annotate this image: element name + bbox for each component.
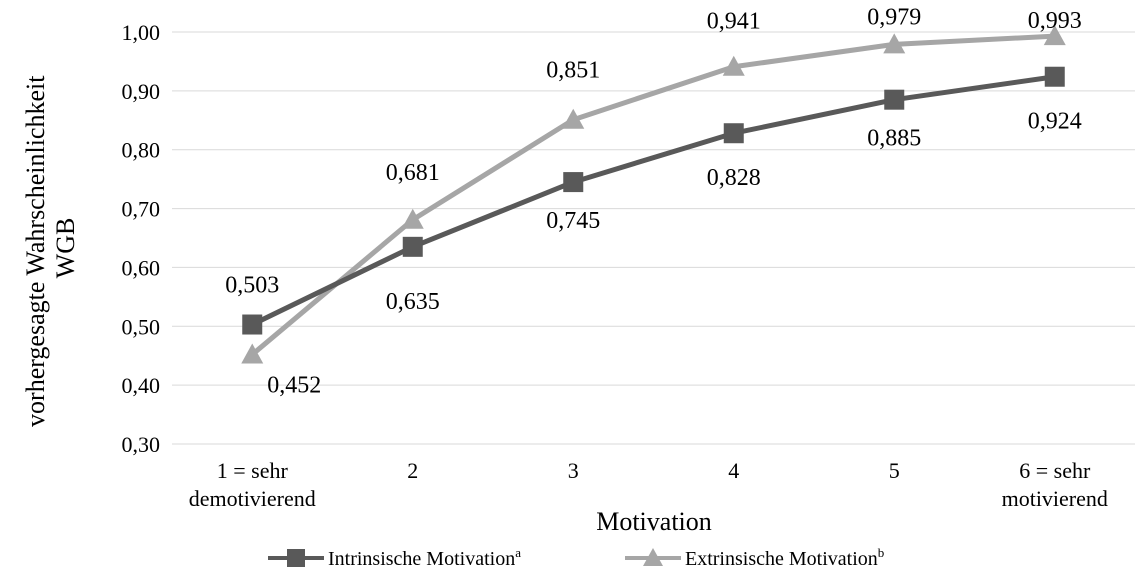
- y-axis-title-line-1: vorhergesagte Wahrscheinlichkeit: [21, 75, 50, 427]
- gridlines: [172, 31, 1135, 445]
- data-label-intrinsic: 0,924: [1028, 109, 1082, 135]
- data-label-intrinsic: 0,885: [867, 126, 921, 152]
- y-tick-label: 0,40: [122, 373, 161, 398]
- legend-item-extrinsic: Extrinsische Motivationb: [625, 545, 884, 570]
- x-tick-label: 2: [407, 458, 418, 483]
- series-line-extrinsic: [250, 33, 1055, 357]
- y-tick-label: 0,30: [122, 432, 161, 457]
- legend-item-intrinsic: Intrinsische Motivationa: [268, 545, 521, 570]
- data-point-intrinsic: [884, 89, 905, 110]
- data-label-extrinsic: 0,941: [707, 9, 761, 35]
- data-point-intrinsic: [723, 123, 744, 144]
- y-axis-title-line-2: WGB: [51, 218, 80, 279]
- y-tick-label: 0,80: [122, 138, 161, 163]
- y-tick-label: 0,50: [122, 314, 161, 339]
- data-point-intrinsic: [402, 236, 423, 257]
- data-point-extrinsic: [562, 108, 585, 129]
- legend-label-intrinsic: Intrinsische Motivationa: [328, 545, 521, 570]
- y-axis-tick-labels: 0,30 0,40 0,50 0,60 0,70 0,80 0,90 1,00: [122, 20, 161, 457]
- legend-marker-triangle: [643, 548, 663, 566]
- data-point-extrinsic: [883, 33, 906, 54]
- data-label-extrinsic: 0,681: [386, 160, 440, 186]
- data-labels: 0,503 0,635 0,745 0,828 0,885 0,924 0,452 0,681…: [225, 4, 1082, 398]
- data-label-intrinsic: 0,503: [225, 273, 279, 299]
- data-label-intrinsic: 0,828: [707, 165, 761, 191]
- data-label-intrinsic: 0,635: [386, 289, 440, 315]
- data-label-extrinsic: 0,452: [267, 373, 321, 399]
- x-axis-title: Motivation: [596, 507, 712, 536]
- x-axis-tick-labels: 1 = sehr demotivierend 2 3 4 5 6 = sehr motivie…: [189, 458, 1108, 511]
- y-tick-label: 1,00: [122, 20, 161, 45]
- x-tick-label: 1 = sehr demotivierend: [189, 458, 316, 511]
- data-point-intrinsic: [1044, 66, 1065, 87]
- x-tick-label: 5: [889, 458, 900, 483]
- series-layer: [241, 25, 1066, 364]
- x-tick-label: 4: [728, 458, 739, 483]
- data-point-extrinsic: [722, 55, 745, 76]
- data-label-extrinsic: 0,851: [546, 58, 600, 84]
- data-point-extrinsic: [401, 208, 424, 229]
- data-label-extrinsic: 0,979: [867, 4, 921, 30]
- y-tick-label: 0,60: [122, 255, 161, 280]
- legend-label-extrinsic: Extrinsische Motivationb: [685, 545, 884, 570]
- data-point-extrinsic: [241, 343, 264, 364]
- data-point-intrinsic: [242, 314, 263, 335]
- data-point-extrinsic: [1043, 25, 1066, 46]
- series-line-intrinsic: [251, 74, 1056, 327]
- x-tick-label: 6 = sehr motivierend: [1002, 458, 1108, 511]
- legend-marker-square: [287, 549, 305, 567]
- y-tick-label: 0,70: [122, 197, 161, 222]
- legend: Intrinsische Motivationa Extrinsische Mo…: [268, 545, 884, 570]
- data-point-intrinsic: [563, 172, 584, 193]
- x-tick-label: 3: [568, 458, 579, 483]
- data-label-intrinsic: 0,745: [546, 208, 600, 234]
- y-tick-label: 0,90: [122, 79, 161, 104]
- data-label-extrinsic: 0,993: [1028, 8, 1082, 34]
- y-axis-title: vorhergesagte Wahrscheinlichkeit WGB: [21, 69, 80, 427]
